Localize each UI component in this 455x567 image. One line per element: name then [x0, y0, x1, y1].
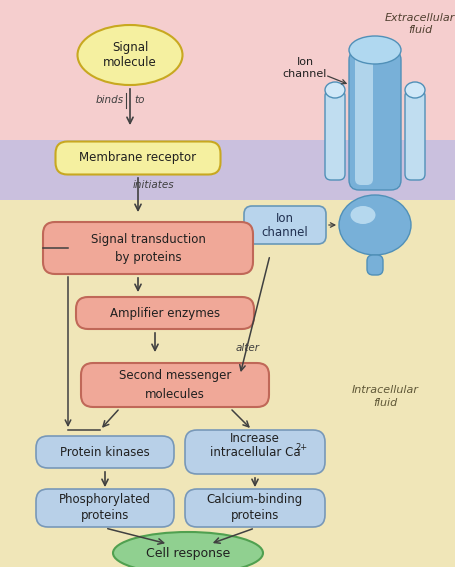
- Text: proteins: proteins: [230, 510, 278, 523]
- Text: channel: channel: [261, 226, 308, 239]
- FancyBboxPatch shape: [324, 90, 344, 180]
- Text: initiates: initiates: [132, 180, 173, 190]
- Text: 2+: 2+: [294, 443, 307, 452]
- Text: Signal transduction: Signal transduction: [91, 232, 205, 246]
- Ellipse shape: [404, 82, 424, 98]
- Text: to: to: [135, 95, 145, 105]
- Text: Membrane receptor: Membrane receptor: [79, 151, 196, 164]
- FancyBboxPatch shape: [76, 297, 253, 329]
- Ellipse shape: [338, 195, 410, 255]
- FancyBboxPatch shape: [185, 489, 324, 527]
- Ellipse shape: [113, 532, 263, 567]
- FancyBboxPatch shape: [36, 436, 174, 468]
- FancyBboxPatch shape: [36, 489, 174, 527]
- Text: Protein kinases: Protein kinases: [60, 446, 150, 459]
- Text: molecules: molecules: [145, 387, 204, 400]
- Ellipse shape: [324, 82, 344, 98]
- FancyBboxPatch shape: [81, 363, 268, 407]
- FancyBboxPatch shape: [56, 142, 220, 175]
- FancyBboxPatch shape: [366, 255, 382, 275]
- Text: intracellular Ca: intracellular Ca: [209, 446, 300, 459]
- Text: Calcium-binding: Calcium-binding: [207, 493, 303, 506]
- Text: channel: channel: [282, 69, 327, 79]
- FancyBboxPatch shape: [404, 90, 424, 180]
- Bar: [0, 200, 455, 567]
- Text: Increase: Increase: [230, 433, 279, 446]
- FancyBboxPatch shape: [354, 55, 372, 185]
- FancyBboxPatch shape: [243, 206, 325, 244]
- FancyBboxPatch shape: [185, 430, 324, 474]
- Bar: [0, 140, 455, 200]
- Text: binds: binds: [96, 95, 124, 105]
- Text: Intracellular: Intracellular: [351, 385, 418, 395]
- Text: proteins: proteins: [81, 510, 129, 523]
- Ellipse shape: [348, 36, 400, 64]
- Text: Ion: Ion: [275, 213, 293, 226]
- Text: Amplifier enzymes: Amplifier enzymes: [110, 307, 220, 319]
- Text: alter: alter: [236, 343, 259, 353]
- Ellipse shape: [77, 25, 182, 85]
- Text: Phosphorylated: Phosphorylated: [59, 493, 151, 506]
- Ellipse shape: [350, 206, 374, 224]
- Text: Extracellular: Extracellular: [384, 13, 454, 23]
- Text: Ion: Ion: [296, 57, 313, 67]
- Text: molecule: molecule: [103, 57, 157, 70]
- Text: Cell response: Cell response: [146, 547, 230, 560]
- FancyBboxPatch shape: [348, 50, 400, 190]
- FancyBboxPatch shape: [43, 222, 253, 274]
- Text: fluid: fluid: [407, 25, 431, 35]
- Text: by proteins: by proteins: [115, 251, 181, 264]
- Text: fluid: fluid: [372, 398, 396, 408]
- Text: Signal: Signal: [111, 40, 148, 53]
- Text: Second messenger: Second messenger: [119, 370, 231, 383]
